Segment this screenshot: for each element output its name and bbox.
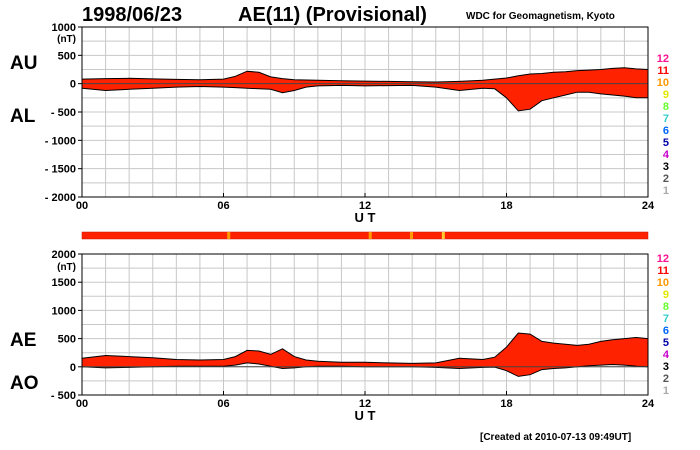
data-source: WDC for Geomagnetism, Kyoto xyxy=(466,11,615,22)
y-tick-label: - 2000 xyxy=(45,192,76,204)
station-bar-fill xyxy=(81,231,649,240)
side-label-ao: AO xyxy=(10,373,39,394)
y-tick-label: 2000 xyxy=(52,249,76,261)
x-tick-label: 18 xyxy=(500,398,512,410)
y-tick-label: 0 xyxy=(70,79,76,91)
scale-legend-label: 2 xyxy=(663,173,669,185)
x-axis-label: U T xyxy=(355,408,376,423)
band-fill-au-al xyxy=(82,67,648,111)
band-fill-ae-ao xyxy=(82,333,648,377)
series-line-au xyxy=(81,67,649,83)
scale-legend-label: 12 xyxy=(657,253,669,265)
x-tick-label: 00 xyxy=(76,200,88,212)
plot-title: AE(11) (Provisional) xyxy=(238,4,427,26)
x-tick-label: 00 xyxy=(76,398,88,410)
station-bar-mark xyxy=(368,232,372,239)
scale-legend-label: 5 xyxy=(663,137,669,149)
y-tick-label: 0 xyxy=(70,362,76,374)
scale-legend-label: 6 xyxy=(663,125,669,137)
scale-legend-label: 5 xyxy=(663,337,669,349)
x-tick-label: 06 xyxy=(217,200,229,212)
scale-legend-label: 10 xyxy=(657,77,669,89)
scale-legend-label: 3 xyxy=(663,361,669,373)
scale-legend-label: 4 xyxy=(663,349,670,361)
scale-legend-label: 4 xyxy=(663,149,670,161)
y-tick-label: 1000 xyxy=(52,305,76,317)
series-line-ae xyxy=(81,332,649,364)
x-tick-label: 12 xyxy=(359,200,371,212)
scale-legend-label: 2 xyxy=(663,373,669,385)
station-bar-mark xyxy=(441,232,445,239)
scale-legend-label: 7 xyxy=(663,313,669,325)
created-timestamp: [Created at 2010-07-13 09:49UT] xyxy=(480,432,632,443)
scale-legend-label: 12 xyxy=(657,53,669,65)
y-tick-label: 500 xyxy=(58,50,76,62)
scale-legend-label: 10 xyxy=(657,277,669,289)
y-tick-label: 500 xyxy=(58,334,76,346)
x-axis-label: U T xyxy=(355,210,376,225)
side-label-au: AU xyxy=(10,53,37,74)
side-label-al: AL xyxy=(10,106,36,127)
x-tick-label: 24 xyxy=(642,200,655,212)
scale-legend-label: 3 xyxy=(663,161,669,173)
station-bar-mark xyxy=(409,232,413,239)
scale-legend-label: 8 xyxy=(663,101,669,113)
station-bar-mark xyxy=(227,232,231,239)
y-tick-label: - 500 xyxy=(51,390,76,402)
plot-date: 1998/06/23 xyxy=(82,4,183,26)
scale-legend-label: 8 xyxy=(663,301,669,313)
y-unit-label: (nT) xyxy=(57,34,76,45)
station-availability-bar xyxy=(81,231,649,240)
y-unit-label: (nT) xyxy=(57,262,76,273)
y-tick-label: - 1500 xyxy=(45,164,76,176)
scale-legend-label: 1 xyxy=(663,185,669,197)
x-tick-label: 18 xyxy=(500,200,512,212)
series-line-al xyxy=(81,84,648,112)
scale-legend-label: 7 xyxy=(663,113,669,125)
y-tick-label: - 1000 xyxy=(45,135,76,147)
x-tick-label: 12 xyxy=(359,398,371,410)
y-tick-label: 1500 xyxy=(52,277,76,289)
scale-legend-label: 9 xyxy=(663,89,669,101)
x-tick-label: 06 xyxy=(217,398,229,410)
y-tick-label: 1000 xyxy=(52,22,76,34)
scale-legend-label: 11 xyxy=(657,65,669,77)
scale-legend-label: 9 xyxy=(663,289,669,301)
scale-legend-label: 11 xyxy=(657,265,669,277)
scale-legend-label: 1 xyxy=(663,385,669,397)
x-tick-label: 24 xyxy=(642,398,655,410)
side-label-ae: AE xyxy=(10,330,36,351)
scale-legend-label: 6 xyxy=(663,325,669,337)
y-tick-label: - 500 xyxy=(51,107,76,119)
